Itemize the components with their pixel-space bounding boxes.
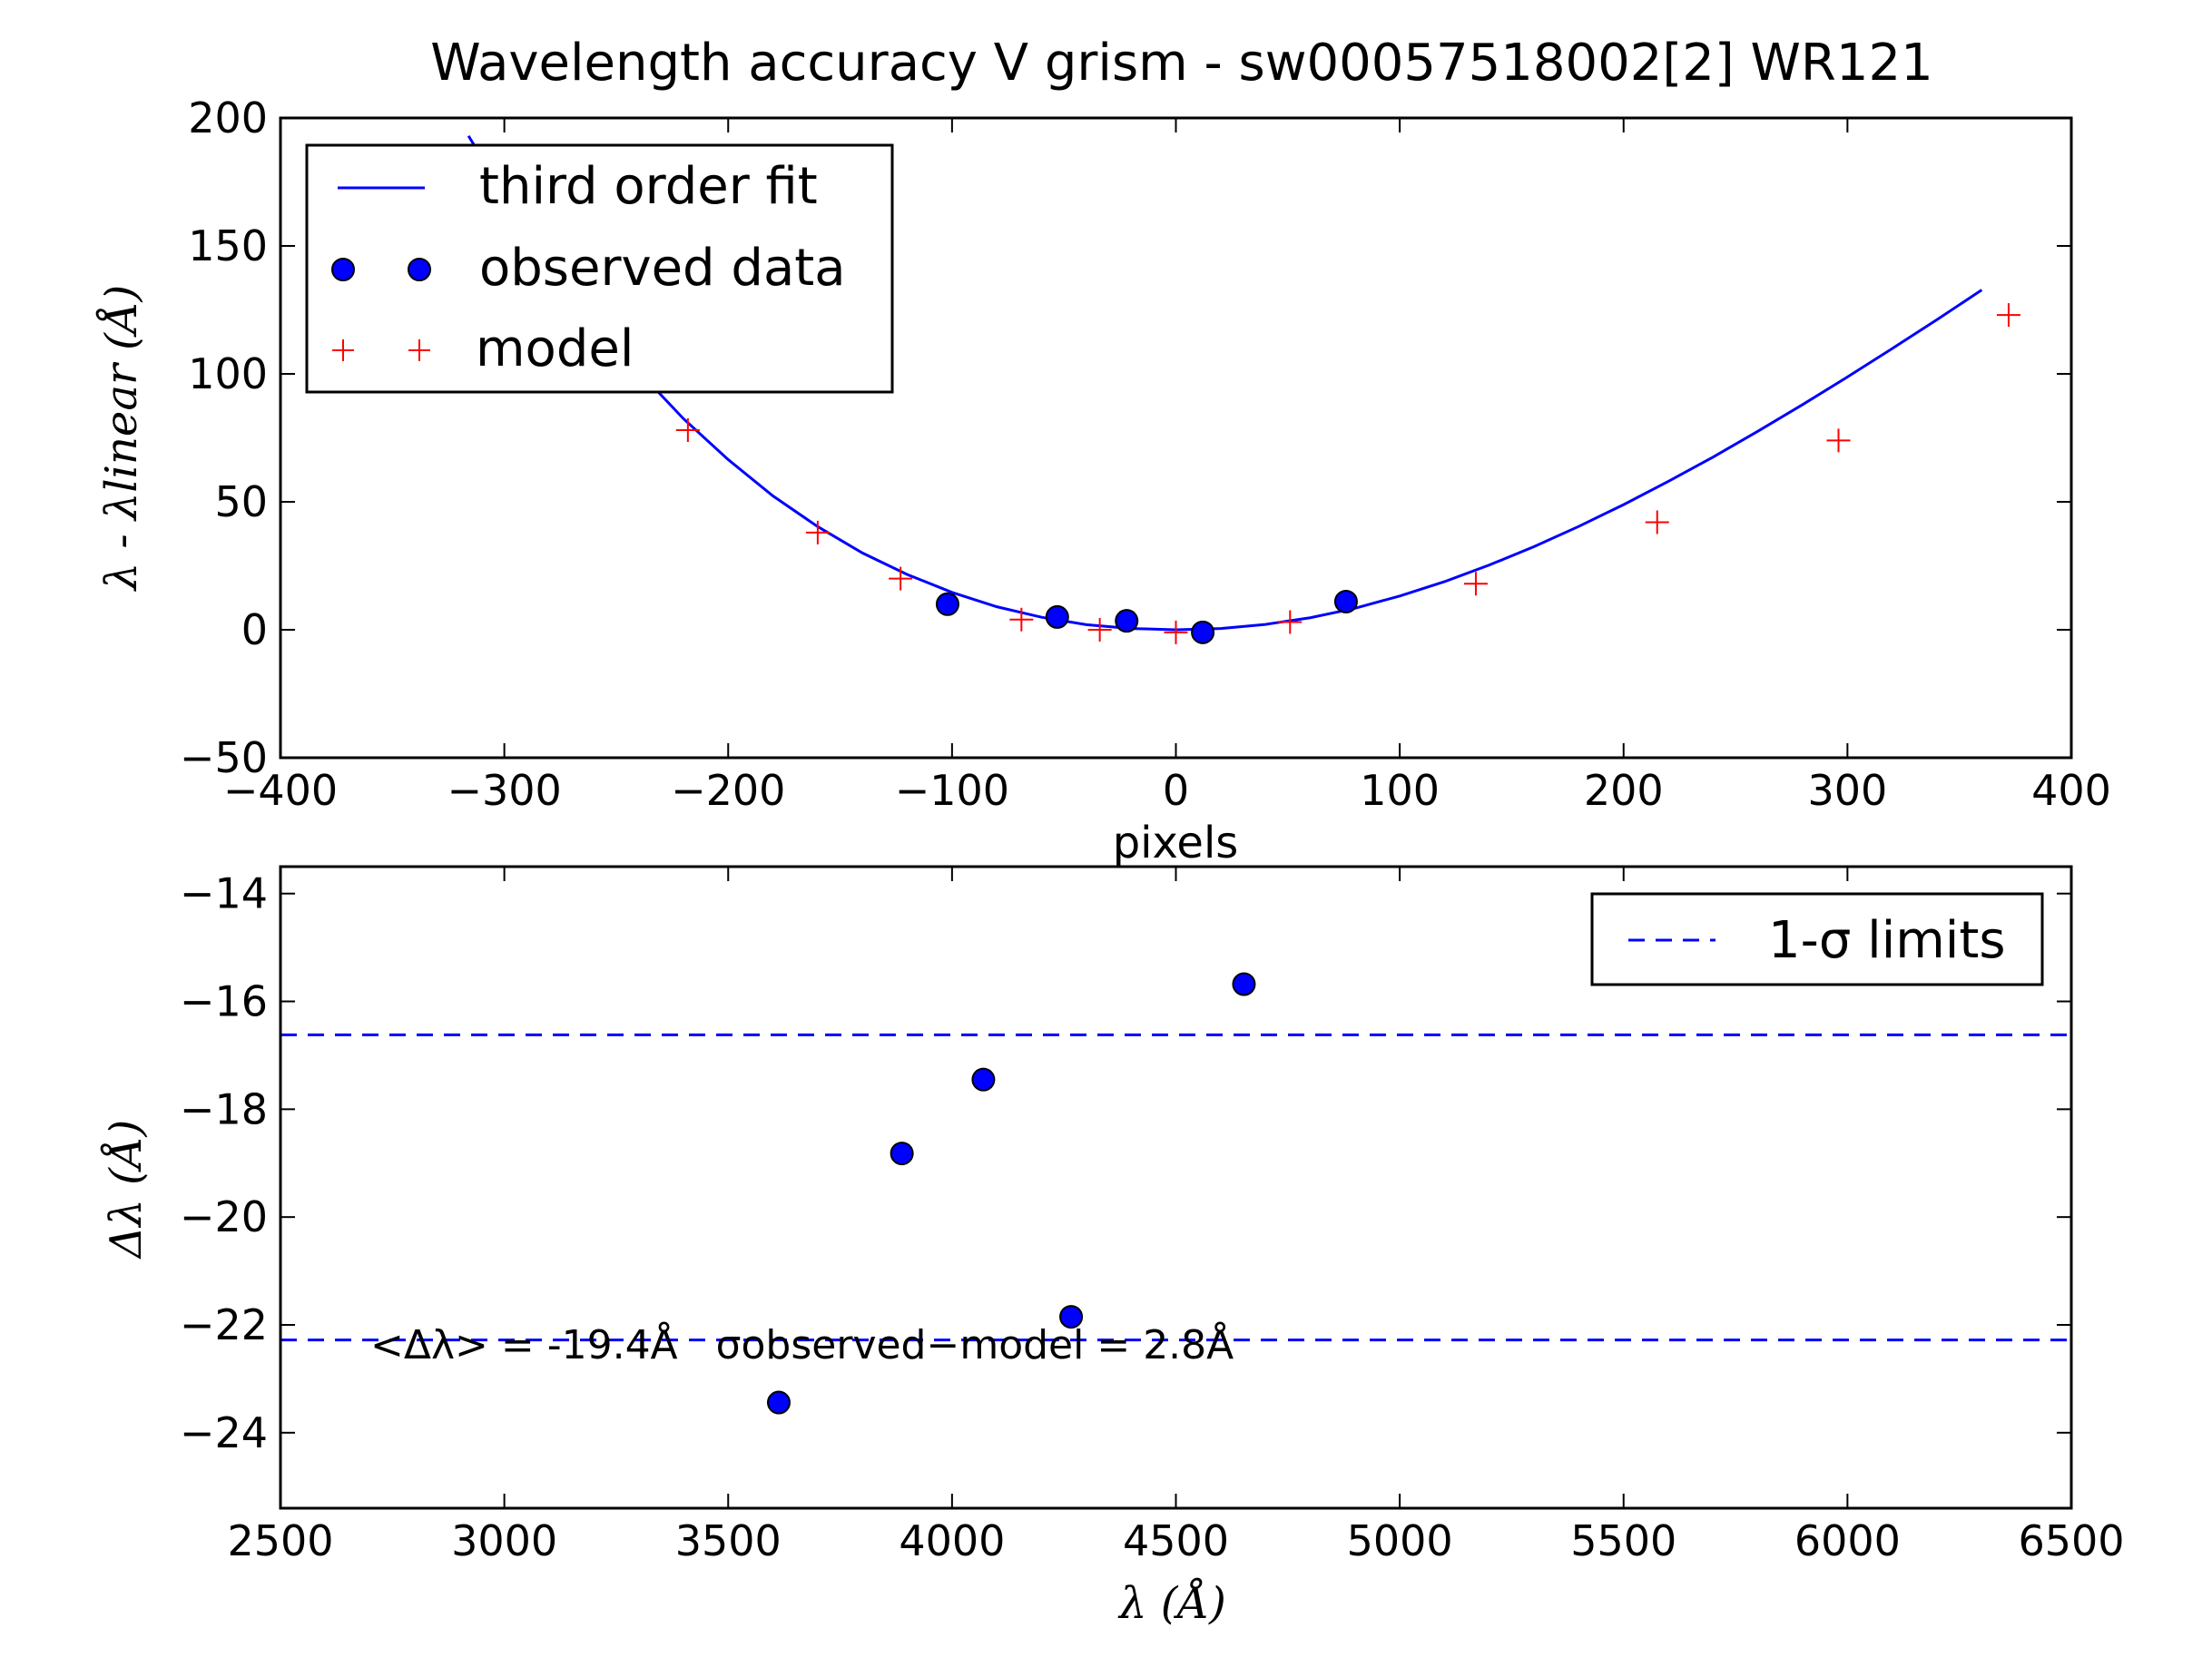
model-point-9: [1826, 428, 1851, 453]
bottom-y-tick-label-1: −22: [180, 1300, 268, 1349]
bottom-y-tick-label-2: −20: [180, 1192, 268, 1241]
top-y-tick-label-2: 50: [214, 477, 268, 526]
model-point-6: [1278, 610, 1303, 634]
observed-point-4: [1333, 589, 1358, 613]
bottom-annotation: <Δλ> = -19.4Å σobserved−model = 2.8Å: [370, 1320, 1234, 1368]
bottom-x-tick-label-4: 4500: [1123, 1516, 1229, 1565]
model-point-1: [805, 520, 830, 544]
residual-point-1: [890, 1142, 914, 1166]
model-point-5: [1164, 620, 1188, 644]
bottom-legend-entry-0: 1-σ limits: [1768, 911, 2006, 970]
bottom-x-tick-label-0: 2500: [227, 1516, 333, 1565]
bottom-x-tick-label-6: 5500: [1570, 1516, 1676, 1565]
top-legend-entry-1: observed data: [479, 239, 846, 298]
top-legend-box: [305, 143, 894, 394]
legend-marker-observed-1: [331, 258, 355, 281]
top-x-tick-label-1: −300: [447, 766, 561, 815]
top-y-tick-label-5: 200: [188, 93, 268, 142]
observed-point-3: [1191, 620, 1215, 644]
residual-point-2: [971, 1067, 996, 1092]
residual-point-4: [1232, 972, 1256, 996]
bottom-x-tick-label-3: 4000: [899, 1516, 1005, 1565]
bottom-plot-frame: [279, 865, 2073, 1510]
top-x-tick-label-8: 400: [2031, 766, 2111, 815]
top-x-tick-label-6: 200: [1584, 766, 1664, 815]
top-y-tick-label-1: 0: [241, 605, 268, 654]
bottom-x-tick-label-5: 5000: [1347, 1516, 1453, 1565]
legend-marker-observed-2: [408, 258, 431, 281]
top-plot: −400 −300 −200 −100 0 100 200 300 400 −50 0 50 100 15…: [95, 93, 2111, 868]
top-y-tick-label-4: 150: [188, 221, 268, 270]
top-legend-entry-0: third order fit: [479, 157, 818, 216]
top-x-tick-label-0: −400: [223, 766, 338, 815]
bottom-x-tick-label-2: 3500: [675, 1516, 782, 1565]
bottom-y-tick-label-0: −24: [180, 1408, 268, 1457]
bottom-y-tick-label-5: −14: [180, 869, 268, 918]
residual-point-3: [1059, 1305, 1084, 1329]
model-point-3: [1009, 607, 1034, 632]
model-point-0: [675, 418, 700, 443]
top-x-axis-label: pixels: [1113, 818, 1239, 868]
bottom-x-tick-label-1: 3000: [451, 1516, 557, 1565]
model-point-10: [1996, 303, 2020, 328]
top-plot-frame: [279, 116, 2073, 760]
legend-marker-model-2: [408, 339, 430, 361]
series-line-fit: [467, 134, 1983, 632]
bottom-legend-box: [1590, 892, 2044, 986]
top-x-tick-label-4: 0: [1163, 766, 1189, 815]
model-point-2: [889, 566, 913, 591]
bottom-x-tick-label-8: 6500: [2018, 1516, 2124, 1565]
bottom-y-axis-label: Δλ (Å): [100, 1120, 152, 1260]
bottom-x-axis-label: λ (Å): [1117, 1577, 1226, 1629]
model-point-7: [1463, 572, 1488, 596]
top-y-tick-label-0: −50: [180, 733, 268, 782]
top-x-tick-label-7: 300: [1807, 766, 1887, 815]
bottom-y-tick-label-4: −16: [180, 977, 268, 1026]
bottom-x-tick-label-7: 6000: [1794, 1516, 1901, 1565]
observed-point-1: [1045, 604, 1069, 629]
legend-marker-model-1: [332, 339, 354, 361]
top-legend-entry-2: model: [476, 319, 634, 378]
top-legend: third order fit observed data model: [305, 143, 894, 394]
bottom-plot: 2500 3000 3500 4000 4500 5000 5500 6000 6500 −24 −…: [100, 865, 2125, 1629]
top-x-tick-label-3: −100: [895, 766, 1009, 815]
top-y-axis-label: λ - λlinear (Å): [95, 285, 147, 593]
residual-point-0: [766, 1390, 791, 1415]
top-y-tick-label-3: 100: [188, 349, 268, 398]
figure-title: Wavelength accuracy V grism - sw00057518…: [430, 34, 1932, 93]
bottom-y-tick-label-3: −18: [180, 1084, 268, 1133]
model-point-8: [1645, 510, 1669, 534]
observed-point-2: [1115, 609, 1139, 633]
observed-point-0: [935, 592, 959, 616]
model-point-4: [1087, 618, 1112, 642]
bottom-legend: 1-σ limits: [1590, 892, 2044, 986]
top-x-tick-label-2: −200: [671, 766, 785, 815]
top-x-tick-label-5: 100: [1360, 766, 1440, 815]
